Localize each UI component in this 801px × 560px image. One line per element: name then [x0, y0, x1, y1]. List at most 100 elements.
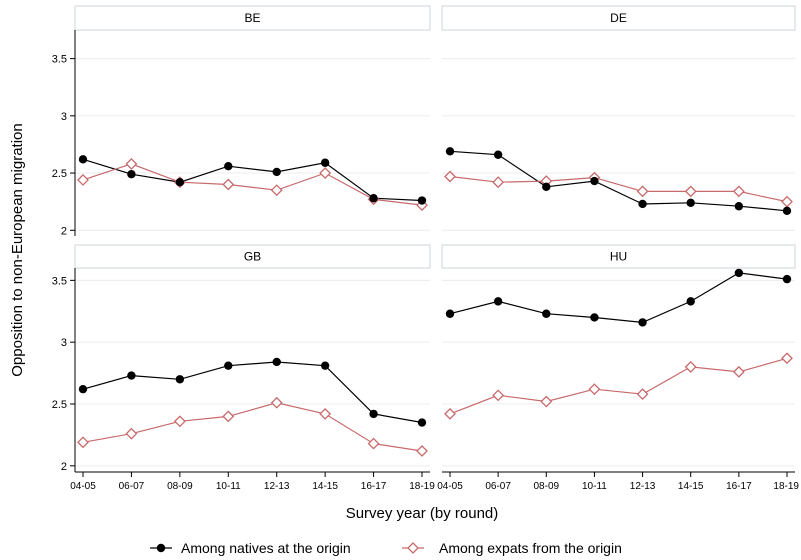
point-natives-de	[734, 202, 744, 211]
legend-natives-label: Among natives at the origin	[181, 540, 351, 556]
point-expats-hu	[636, 388, 649, 401]
point-expats-gb	[77, 436, 89, 449]
series-line-natives-be	[82, 158, 423, 202]
panel-header-hu	[441, 244, 796, 269]
series-line-natives-de	[449, 150, 788, 212]
point-expats-hu	[492, 389, 505, 402]
x-tick-label: 04-05	[437, 481, 463, 492]
point-natives-gb	[417, 418, 427, 427]
point-expats-hu	[444, 407, 456, 420]
point-expats-hu	[781, 352, 793, 365]
point-natives-gb	[320, 361, 330, 370]
x-tick-label: 14-15	[312, 481, 338, 492]
point-expats-be	[270, 184, 283, 197]
point-natives-de	[542, 182, 551, 191]
point-natives-hu	[590, 313, 599, 322]
point-expats-hu	[540, 395, 553, 408]
point-natives-be	[417, 196, 427, 205]
point-expats-be	[319, 167, 332, 179]
series-line-expats-de	[449, 175, 788, 203]
panel-header-de	[441, 5, 796, 31]
x-tick-label: 14-15	[678, 481, 704, 492]
point-expats-gb	[222, 410, 235, 423]
panels-group: BE DE GB HU	[74, 5, 796, 467]
y-tick-label: 2.5	[52, 399, 67, 411]
x-tick-label: 06-07	[485, 481, 511, 492]
y-tick-label: 2	[61, 461, 67, 473]
panel-de: DE	[441, 5, 796, 231]
point-expats-gb	[173, 415, 186, 428]
point-natives-de	[493, 150, 503, 159]
series-line-expats-be	[82, 163, 423, 206]
panel-be: BE	[74, 5, 431, 231]
y-tick-label: 2	[61, 225, 67, 237]
point-expats-de	[444, 170, 456, 183]
legend-expats-marker	[407, 542, 419, 554]
point-natives-hu	[542, 309, 551, 318]
panel-hu: HU	[441, 244, 796, 467]
point-expats-de	[684, 185, 697, 198]
legend-natives-marker	[156, 543, 166, 553]
point-natives-gb	[127, 371, 136, 380]
point-expats-de	[492, 176, 505, 189]
series-line-expats-hu	[449, 357, 788, 415]
point-natives-de	[638, 199, 647, 209]
point-expats-gb	[125, 427, 138, 440]
point-expats-hu	[732, 365, 745, 378]
panel-gb: GB	[74, 244, 431, 467]
x-tick-label: 10-11	[582, 481, 607, 492]
y-tick-label: 3.5	[52, 275, 67, 287]
point-natives-be	[320, 158, 330, 167]
point-natives-hu	[782, 274, 792, 284]
point-natives-de	[445, 147, 455, 156]
y-tick-label: 3.5	[52, 54, 67, 66]
panel-title-be: BE	[244, 11, 260, 25]
x-tick-label: 12-13	[264, 481, 290, 492]
x-tick-label: 18-19	[773, 481, 799, 492]
point-natives-gb	[369, 409, 378, 419]
x-axis-title: Survey year (by round)	[346, 505, 499, 522]
point-natives-be	[127, 170, 136, 179]
y-tick-label: 2.5	[52, 168, 67, 180]
point-expats-hu	[588, 383, 601, 396]
point-natives-hu	[686, 297, 695, 306]
panel-title-gb: GB	[244, 250, 261, 264]
point-expats-de	[636, 185, 649, 198]
point-natives-hu	[445, 309, 455, 318]
point-natives-de	[590, 176, 599, 186]
y-tick-label: 3	[61, 111, 67, 123]
point-natives-be	[272, 167, 281, 177]
series-line-expats-gb	[82, 402, 423, 452]
point-expats-be	[125, 157, 138, 170]
panel-header-be	[74, 5, 431, 31]
series-line-natives-gb	[82, 361, 423, 424]
point-natives-be	[369, 194, 378, 203]
point-natives-hu	[638, 318, 647, 327]
point-natives-be	[78, 155, 88, 164]
panel-title-hu: HU	[610, 250, 627, 264]
point-natives-be	[175, 178, 185, 187]
point-expats-de	[732, 185, 745, 198]
x-tick-label: 04-05	[70, 481, 96, 492]
point-expats-de	[781, 195, 793, 208]
legend: Among natives at the origin Among expats…	[150, 540, 622, 556]
x-tick-label: 08-09	[167, 481, 193, 492]
point-expats-gb	[270, 396, 283, 409]
point-expats-be	[77, 174, 89, 186]
point-expats-gb	[367, 437, 380, 450]
x-tick-label: 16-17	[726, 481, 752, 492]
point-natives-hu	[493, 297, 503, 306]
point-expats-be	[222, 178, 235, 191]
point-natives-gb	[272, 357, 281, 367]
point-natives-de	[782, 206, 792, 216]
x-tick-label: 18-19	[409, 481, 435, 492]
x-tick-label: 06-07	[119, 481, 145, 492]
y-axis-title: Opposition to non-European migration	[9, 123, 26, 377]
point-expats-hu	[684, 360, 697, 373]
x-tick-label: 10-11	[216, 481, 241, 492]
panel-title-de: DE	[610, 11, 627, 25]
x-tick-label: 08-09	[533, 481, 559, 492]
point-expats-gb	[319, 407, 332, 420]
